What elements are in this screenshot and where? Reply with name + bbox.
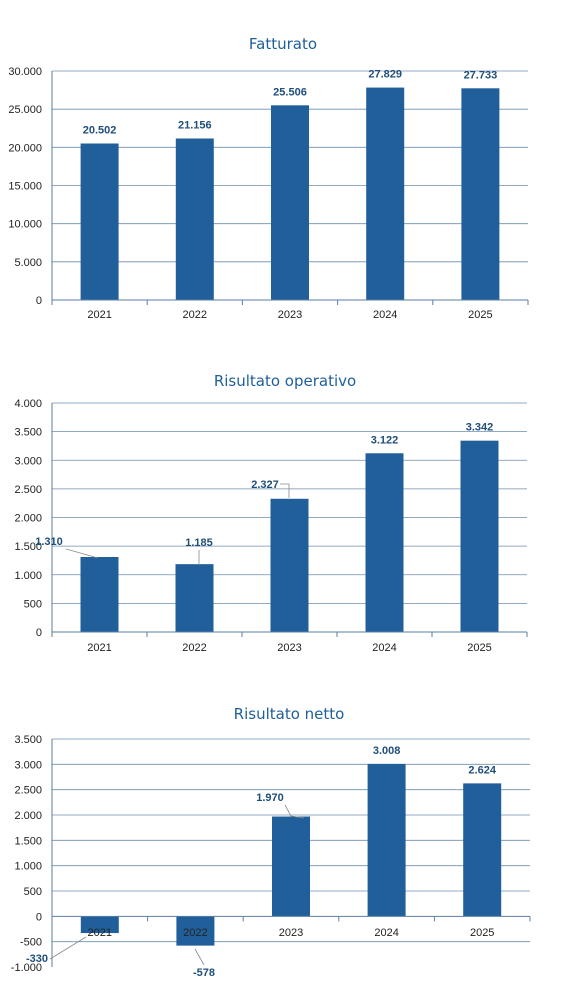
data-label: 1.310	[35, 536, 63, 548]
category-label: 2024	[374, 927, 398, 939]
category-label: 2022	[183, 927, 207, 939]
data-label: 2.624	[468, 764, 496, 776]
data-label: -578	[193, 967, 215, 979]
category-label: 2023	[278, 309, 302, 321]
y-tick-label: 15.000	[8, 181, 42, 193]
category-label: 2024	[373, 309, 397, 321]
y-tick-label: 0	[36, 911, 42, 923]
risultato-netto-svg: Risultato netto -1.000 -500 0 500 1.000 1.500…	[11, 705, 531, 979]
bar-2024	[367, 763, 406, 917]
risultato-operativo-chart: Risultato operativo 0 500 1.000 1.500 2.000 2…	[0, 330, 579, 666]
data-label: 3.342	[466, 422, 494, 434]
data-label: 3.122	[371, 434, 399, 446]
y-tick-label: 500	[24, 598, 42, 610]
bar-2024	[366, 87, 405, 301]
bar-2022	[175, 564, 214, 632]
y-tick-label: 0	[36, 295, 42, 307]
y-tick-label: 1.000	[14, 570, 42, 582]
y-tick-label: 2.500	[14, 484, 42, 496]
chart-title: Risultato netto	[234, 705, 345, 723]
data-label: 27.733	[464, 69, 498, 81]
y-tick-label: 5.000	[14, 257, 42, 269]
category-label: 2021	[87, 642, 111, 654]
data-label: 21.156	[178, 120, 212, 132]
bar-2023	[272, 816, 310, 917]
y-tick-label: 10.000	[8, 219, 42, 231]
chart-title: Fatturato	[249, 35, 317, 53]
y-tick-label: 2.500	[14, 785, 42, 797]
risultato-operativo-svg: Risultato operativo 0 500 1.000 1.500 2.000 2…	[14, 372, 528, 654]
category-label: 2021	[87, 309, 111, 321]
y-tick-label: 3.500	[14, 427, 42, 439]
y-tick-label: 25.000	[8, 104, 42, 116]
bar-2022	[176, 916, 215, 946]
category-label: 2025	[468, 309, 492, 321]
y-tick-label: 3.000	[14, 455, 42, 467]
bar-2024	[365, 453, 404, 632]
bar-2022	[175, 138, 214, 300]
chart-title: Risultato operativo	[214, 372, 356, 390]
bar-2025	[461, 88, 500, 300]
data-label: 1.970	[256, 792, 284, 804]
y-tick-label: 4.000	[14, 398, 42, 410]
bar-2023	[271, 105, 309, 300]
bar-2021	[80, 916, 119, 934]
y-tick-label: 3.500	[14, 734, 42, 746]
y-tick-label: 2.000	[14, 810, 42, 822]
category-label: 2023	[279, 927, 303, 939]
risultato-netto-chart: Risultato netto -1.000 -500 0 500 1.000 1.500…	[0, 666, 579, 1006]
leader-line	[284, 804, 305, 819]
bar-2023	[270, 498, 309, 632]
bar-2025	[460, 440, 499, 632]
category-label: 2025	[467, 642, 491, 654]
y-tick-label: 1.500	[14, 835, 42, 847]
data-label: 20.502	[83, 125, 117, 137]
leader-line	[194, 948, 205, 966]
leader-line	[65, 548, 99, 559]
data-label: 3.008	[373, 745, 401, 757]
data-label: 1.185	[185, 537, 213, 549]
y-tick-label: 1.500	[14, 541, 42, 553]
fatturato-svg: Fatturato 0 5.000 10.000 15.000 20.000 25.000…	[8, 35, 529, 321]
category-label: 2022	[183, 309, 207, 321]
y-tick-label: 1.000	[14, 861, 42, 873]
bar-2025	[463, 783, 502, 917]
bar-2021	[80, 143, 119, 300]
y-tick-label: 500	[24, 886, 42, 898]
category-label: 2023	[277, 642, 301, 654]
y-tick-label: -500	[20, 937, 42, 949]
y-tick-label: 20.000	[8, 142, 42, 154]
data-label: 2.327	[251, 479, 279, 491]
leader-line	[280, 483, 290, 498]
bar-2021	[80, 557, 119, 632]
y-tick-label: -1.000	[11, 962, 42, 974]
y-tick-label: 3.000	[14, 759, 42, 771]
data-label: 27.829	[368, 69, 402, 81]
y-tick-label: 30.000	[8, 66, 42, 78]
fatturato-chart: Fatturato 0 5.000 10.000 15.000 20.000 25.000…	[0, 0, 579, 330]
data-label: 25.506	[273, 86, 307, 98]
category-label: 2022	[182, 642, 206, 654]
y-tick-label: 0	[36, 627, 42, 639]
leader-line	[49, 936, 87, 960]
category-label: 2025	[470, 927, 494, 939]
category-label: 2021	[88, 927, 112, 939]
y-tick-label: 2.000	[14, 513, 42, 525]
category-label: 2024	[372, 642, 396, 654]
data-label: -330	[26, 953, 48, 965]
